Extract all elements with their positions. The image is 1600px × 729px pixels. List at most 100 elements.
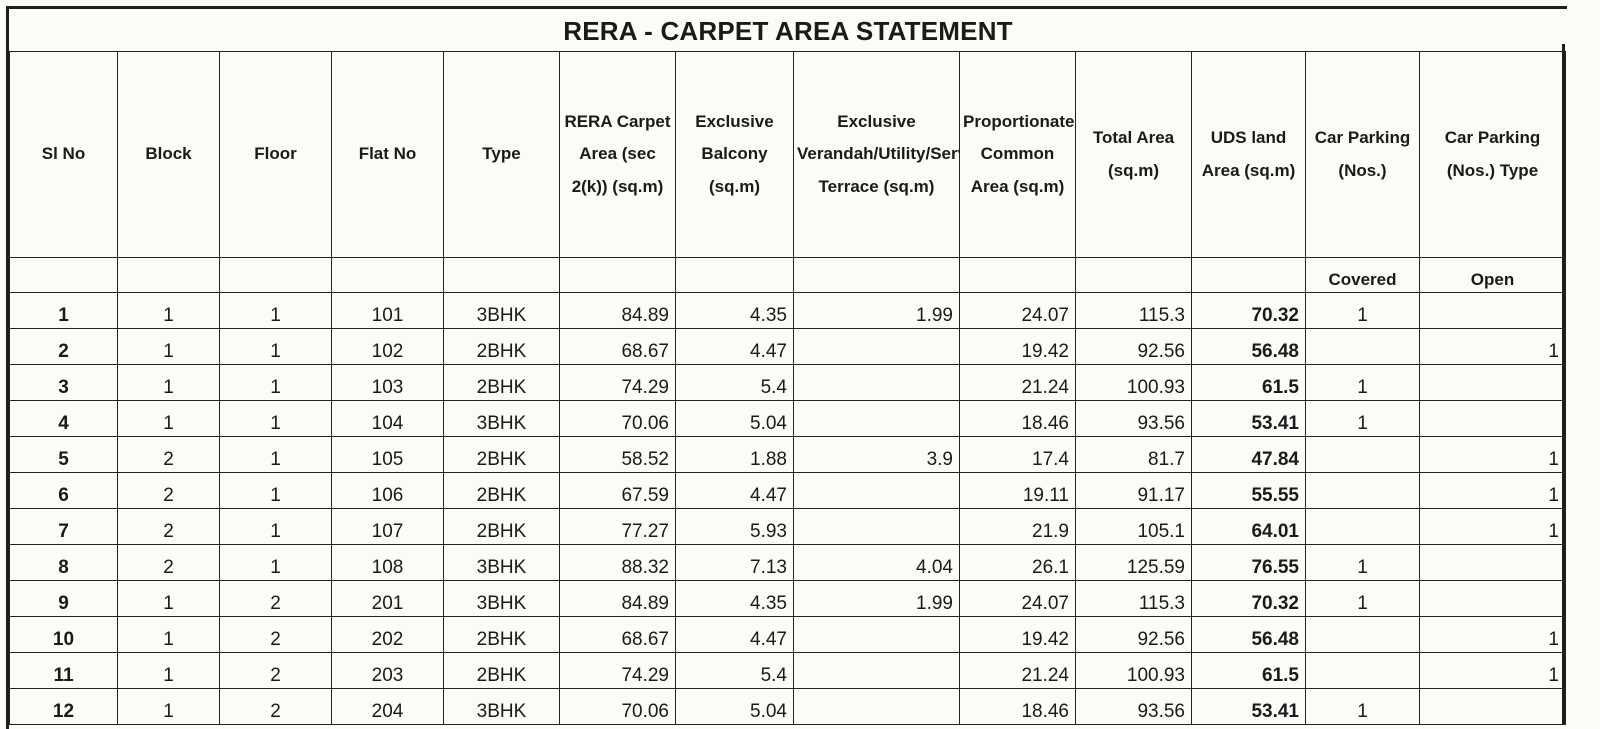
cell-balcony: 4.35	[675, 292, 794, 329]
cell-common-area: 21.9	[959, 508, 1076, 545]
cell-total-area: 92.56	[1075, 328, 1192, 365]
cell-carpet-area: 58.52	[559, 436, 676, 473]
table-row: 4 1 1 104 3BHK 70.06 5.04 18.46 93.56 53.41 1	[9, 400, 1566, 437]
cell-carpet-area: 70.06	[559, 688, 676, 725]
cell-balcony: 4.35	[675, 580, 794, 617]
statement-title: RERA - CARPET AREA STATEMENT	[563, 16, 1013, 46]
carpet-area-table: Sl No Block Floor Flat No Type RERA Carp…	[9, 51, 1566, 725]
cell-parking-open	[1419, 292, 1566, 329]
cell-sl-no: 8	[9, 544, 118, 581]
cell-balcony: 5.93	[675, 508, 794, 545]
cell-type: 3BHK	[443, 400, 560, 437]
cell-floor: 1	[219, 400, 332, 437]
cell-uds-area: 56.48	[1191, 616, 1306, 653]
cell-parking-covered	[1305, 616, 1420, 653]
subheader-open: Open	[1419, 257, 1566, 293]
page-edge-line	[1562, 44, 1565, 724]
cell-sl-no: 7	[9, 508, 118, 545]
cell-total-area: 81.7	[1075, 436, 1192, 473]
cell-floor: 2	[219, 580, 332, 617]
cell-flat-no: 104	[331, 400, 444, 437]
col-header-type: Type	[443, 51, 560, 258]
cell-parking-open	[1419, 364, 1566, 401]
col-header-flat-no: Flat No	[331, 51, 444, 258]
cell-verandah	[793, 616, 960, 653]
cell-uds-area: 61.5	[1191, 652, 1306, 689]
table-row: 2 1 1 102 2BHK 68.67 4.47 19.42 92.56 56.48 1	[9, 328, 1566, 365]
cell-type: 3BHK	[443, 580, 560, 617]
parking-subheader-row: Covered Open	[9, 257, 1566, 293]
table-row: 3 1 1 103 2BHK 74.29 5.4 21.24 100.93 61.5 1	[9, 364, 1566, 401]
cell-block: 2	[117, 472, 220, 509]
table-row: 9 1 2 201 3BHK 84.89 4.35 1.99 24.07 115.3 70.32 1	[9, 580, 1566, 617]
cell-floor: 2	[219, 616, 332, 653]
cell-verandah	[793, 688, 960, 725]
table-row: 7 2 1 107 2BHK 77.27 5.93 21.9 105.1 64.01 1	[9, 508, 1566, 545]
table-row: 12 1 2 204 3BHK 70.06 5.04 18.46 93.56 53.41 1	[9, 688, 1566, 725]
cell-common-area: 18.46	[959, 400, 1076, 437]
cell-verandah	[793, 652, 960, 689]
cell-common-area: 19.42	[959, 328, 1076, 365]
cell-type: 2BHK	[443, 472, 560, 509]
cell-balcony: 4.47	[675, 472, 794, 509]
cell-floor: 1	[219, 436, 332, 473]
cell-total-area: 93.56	[1075, 688, 1192, 725]
cell-type: 2BHK	[443, 328, 560, 365]
cell-verandah: 1.99	[793, 580, 960, 617]
cell-floor: 1	[219, 508, 332, 545]
cell-verandah: 1.99	[793, 292, 960, 329]
cell-common-area: 18.46	[959, 688, 1076, 725]
cell-type: 2BHK	[443, 364, 560, 401]
cell-uds-area: 70.32	[1191, 292, 1306, 329]
cell-common-area: 24.07	[959, 292, 1076, 329]
cell-sl-no: 1	[9, 292, 118, 329]
table-row: 11 1 2 203 2BHK 74.29 5.4 21.24 100.93 61.5 1	[9, 652, 1566, 689]
cell-flat-no: 106	[331, 472, 444, 509]
cell-parking-covered	[1305, 508, 1420, 545]
cell-total-area: 125.59	[1075, 544, 1192, 581]
cell-carpet-area: 84.89	[559, 292, 676, 329]
cell-uds-area: 56.48	[1191, 328, 1306, 365]
cell-uds-area: 53.41	[1191, 688, 1306, 725]
col-header-total-area: Total Area (sq.m)	[1075, 51, 1192, 258]
cell-carpet-area: 68.67	[559, 616, 676, 653]
cell-carpet-area: 70.06	[559, 400, 676, 437]
cell-flat-no: 204	[331, 688, 444, 725]
cell-block: 1	[117, 400, 220, 437]
cell-common-area: 26.1	[959, 544, 1076, 581]
cell-parking-open	[1419, 544, 1566, 581]
cell-verandah	[793, 472, 960, 509]
cell-verandah: 4.04	[793, 544, 960, 581]
cell-sl-no: 3	[9, 364, 118, 401]
cell-block: 2	[117, 508, 220, 545]
table-body: 1 1 1 101 3BHK 84.89 4.35 1.99 24.07 115.3 70.32 1 2…	[9, 292, 1566, 725]
cell-balcony: 4.47	[675, 616, 794, 653]
cell-common-area: 19.42	[959, 616, 1076, 653]
cell-common-area: 24.07	[959, 580, 1076, 617]
cell-type: 3BHK	[443, 292, 560, 329]
cell-verandah	[793, 364, 960, 401]
cell-type: 2BHK	[443, 652, 560, 689]
cell-verandah	[793, 400, 960, 437]
cell-flat-no: 201	[331, 580, 444, 617]
cell-floor: 1	[219, 472, 332, 509]
cell-parking-covered	[1305, 328, 1420, 365]
cell-uds-area: 47.84	[1191, 436, 1306, 473]
cell-block: 1	[117, 364, 220, 401]
col-header-sl-no: Sl No	[9, 51, 118, 258]
cell-type: 3BHK	[443, 544, 560, 581]
col-header-rera-carpet-area: RERA Carpet Area (sec 2(k)) (sq.m)	[559, 51, 676, 258]
cell-common-area: 17.4	[959, 436, 1076, 473]
cell-floor: 1	[219, 328, 332, 365]
table-row: 10 1 2 202 2BHK 68.67 4.47 19.42 92.56 56.48 1	[9, 616, 1566, 653]
cell-parking-open	[1419, 580, 1566, 617]
cell-floor: 2	[219, 652, 332, 689]
table-row: 1 1 1 101 3BHK 84.89 4.35 1.99 24.07 115.3 70.32 1	[9, 292, 1566, 329]
cell-uds-area: 76.55	[1191, 544, 1306, 581]
col-header-car-parking: Car Parking (Nos.)	[1305, 51, 1420, 258]
cell-sl-no: 2	[9, 328, 118, 365]
cell-floor: 1	[219, 364, 332, 401]
cell-parking-open	[1419, 688, 1566, 725]
cell-sl-no: 11	[9, 652, 118, 689]
cell-flat-no: 202	[331, 616, 444, 653]
